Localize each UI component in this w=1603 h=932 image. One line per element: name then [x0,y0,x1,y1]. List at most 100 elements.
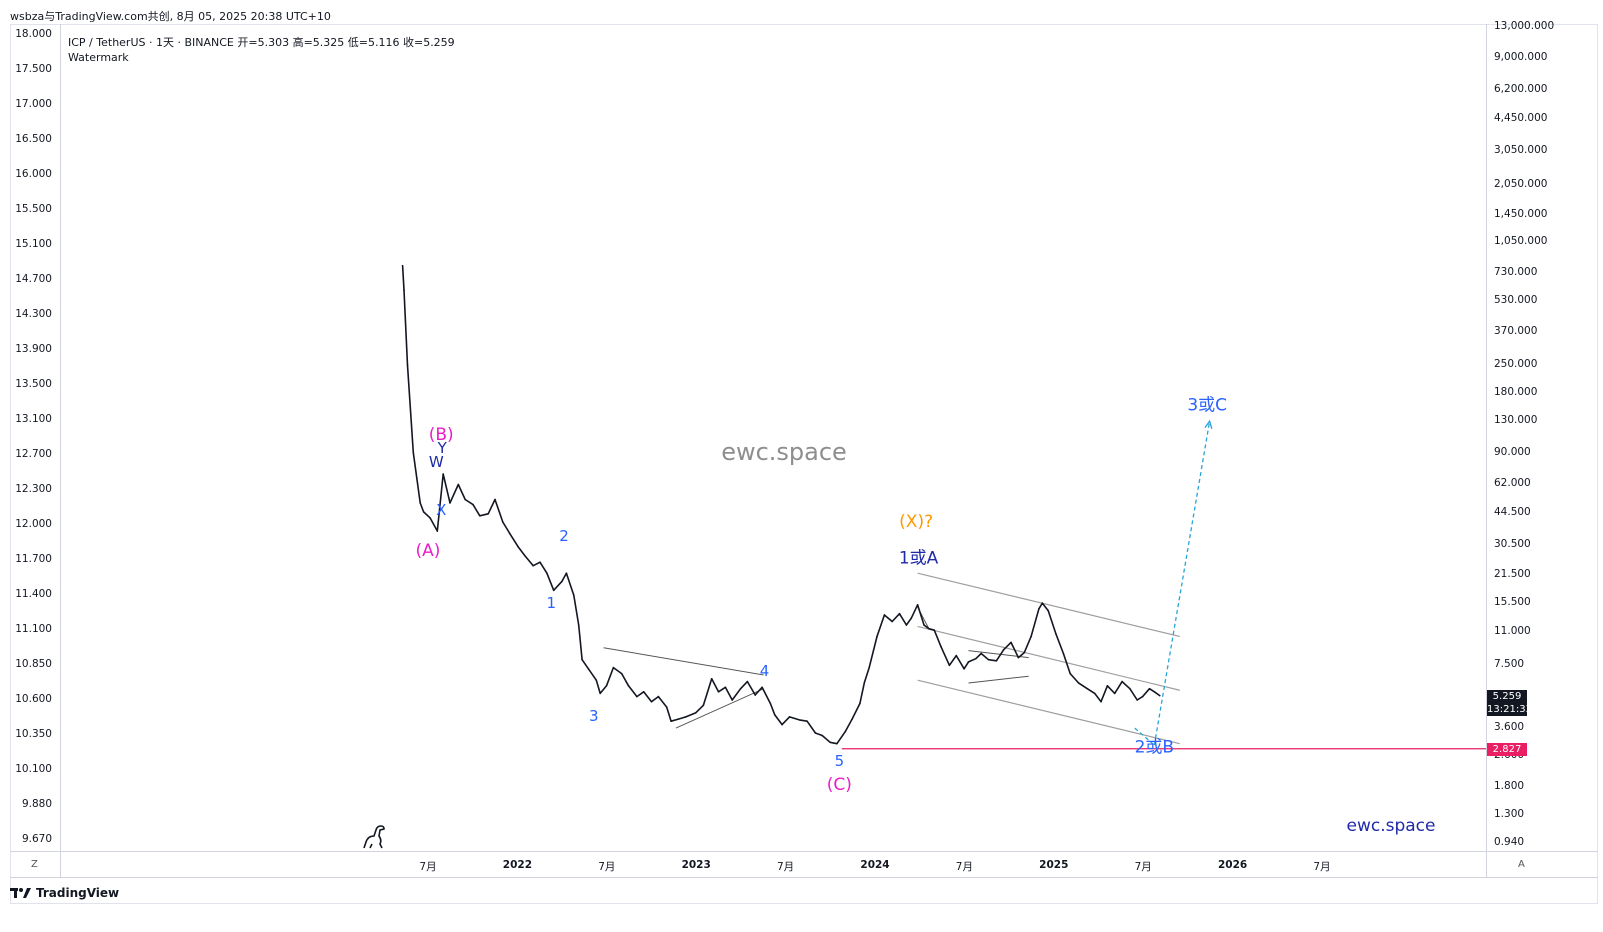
auto-scale-right-button[interactable]: A [1518,859,1525,870]
symbol-legend[interactable]: ICP / TetherUS · 1天 · BINANCE 开=5.303 高=… [68,35,455,65]
price-point [1153,691,1156,693]
price-point [868,666,870,669]
time-axis-tick: 2022 [502,859,533,871]
price-point [599,692,601,695]
price-point [844,730,847,733]
channel-line[interactable] [917,679,1180,745]
wave-label[interactable]: 2或B [1134,737,1175,758]
right-axis-tick: 530.000 [1494,293,1538,306]
wave-label[interactable]: (C) [826,775,852,796]
projection-path[interactable] [1153,421,1211,746]
left-axis-tick: 11.700 [15,553,52,565]
support-price-tag: 2.827 [1487,742,1527,756]
right-axis-tick: 130.000 [1494,414,1538,427]
price-point [1129,687,1131,690]
trend-line[interactable] [968,675,1029,684]
projection-path[interactable] [1134,727,1155,746]
symbol-info: ICP / TetherUS · 1天 · BINANCE 开=5.303 高=… [68,36,455,49]
price-point [883,614,886,616]
wave-label[interactable]: 1或A [898,548,939,569]
price-point [1106,684,1109,687]
channel-line[interactable] [917,572,1180,638]
price-point [457,483,460,486]
price-point [1141,695,1144,698]
price-point [524,554,526,557]
price-point [975,657,977,660]
price-point [406,364,409,366]
price-point [449,502,451,504]
right-axis-tick: 3,050.000 [1494,144,1548,157]
right-axis-tick: 6,200.000 [1494,83,1548,96]
price-point [754,694,757,696]
price-point [1038,608,1040,610]
price-point [1077,682,1080,684]
price-point [710,678,713,680]
price-point [1100,700,1102,703]
price-point [479,515,481,517]
left-axis-tick: 14.700 [15,273,52,285]
left-axis-tick: 15.100 [15,238,52,250]
price-point [769,702,772,705]
price-point [442,473,444,475]
right-axis-tick: 13,000.000 [1494,20,1555,32]
price-point [863,682,866,684]
left-axis-tick: 14.300 [15,308,52,320]
trend-line[interactable] [675,688,764,729]
wave-label[interactable]: 4 [759,662,770,681]
left-axis-divider [60,24,61,877]
price-point [836,742,838,745]
price-point [539,561,541,564]
last-price-tag: 5.259 13:21:33 [1487,689,1532,716]
brand-name: TradingView [36,886,120,900]
price-point [1017,656,1020,659]
wave-label[interactable]: 5 [834,752,845,770]
wave-label[interactable]: W [428,452,444,471]
price-series[interactable] [401,265,1161,745]
price-point [1002,648,1005,651]
wave-label[interactable]: (A) [415,541,441,561]
time-axis-tick: 2024 [860,859,890,871]
price-point [717,691,720,693]
channel-line[interactable] [917,625,1180,691]
right-axis-tick: 7.500 [1494,658,1525,671]
right-axis-tick: 180.000 [1494,386,1538,399]
left-axis-tick: 10.100 [15,763,52,775]
price-point [694,712,697,714]
wave-label[interactable]: Y [437,438,447,457]
price-point [739,687,742,690]
wave-label[interactable]: X [436,501,447,520]
projection-arrowhead [1204,419,1213,429]
time-axis-tick: 2023 [681,859,711,871]
dinosaur-icon[interactable] [360,822,388,850]
right-axis-tick: 3.600 [1494,721,1525,734]
price-point [412,451,415,454]
left-axis-tick: 17.500 [15,63,52,75]
wave-label[interactable]: (B) [428,425,454,446]
price-point [565,572,568,574]
left-axis-tick: 9.880 [21,798,52,810]
wave-label[interactable]: 3或C [1187,395,1228,416]
time-axis-tick: 7月 [598,861,616,873]
price-point [940,646,942,648]
wave-label[interactable]: (X)? [899,511,934,532]
left-axis-tick: 16.000 [15,168,52,180]
watermark-indicator-label[interactable]: Watermark [68,51,129,64]
left-axis-tick: 12.300 [15,483,52,495]
price-point [916,604,919,606]
wave-label[interactable]: 3 [589,706,599,725]
left-axis-tick: 11.100 [15,623,52,635]
time-axis-tick: 7月 [777,861,795,873]
right-axis-divider [1486,24,1487,877]
price-point [851,718,853,720]
price-point [1062,652,1065,655]
price-point [731,699,734,701]
wave-label[interactable]: 1 [546,594,557,613]
price-point [636,695,638,698]
wave-label[interactable]: 2 [559,526,569,545]
trend-line[interactable] [603,647,764,676]
time-axis-tick: 7月 [1134,861,1152,873]
price-point [472,503,474,506]
left-axis-tick: 17.000 [15,98,52,110]
auto-scale-left-button[interactable]: Z [31,859,38,870]
